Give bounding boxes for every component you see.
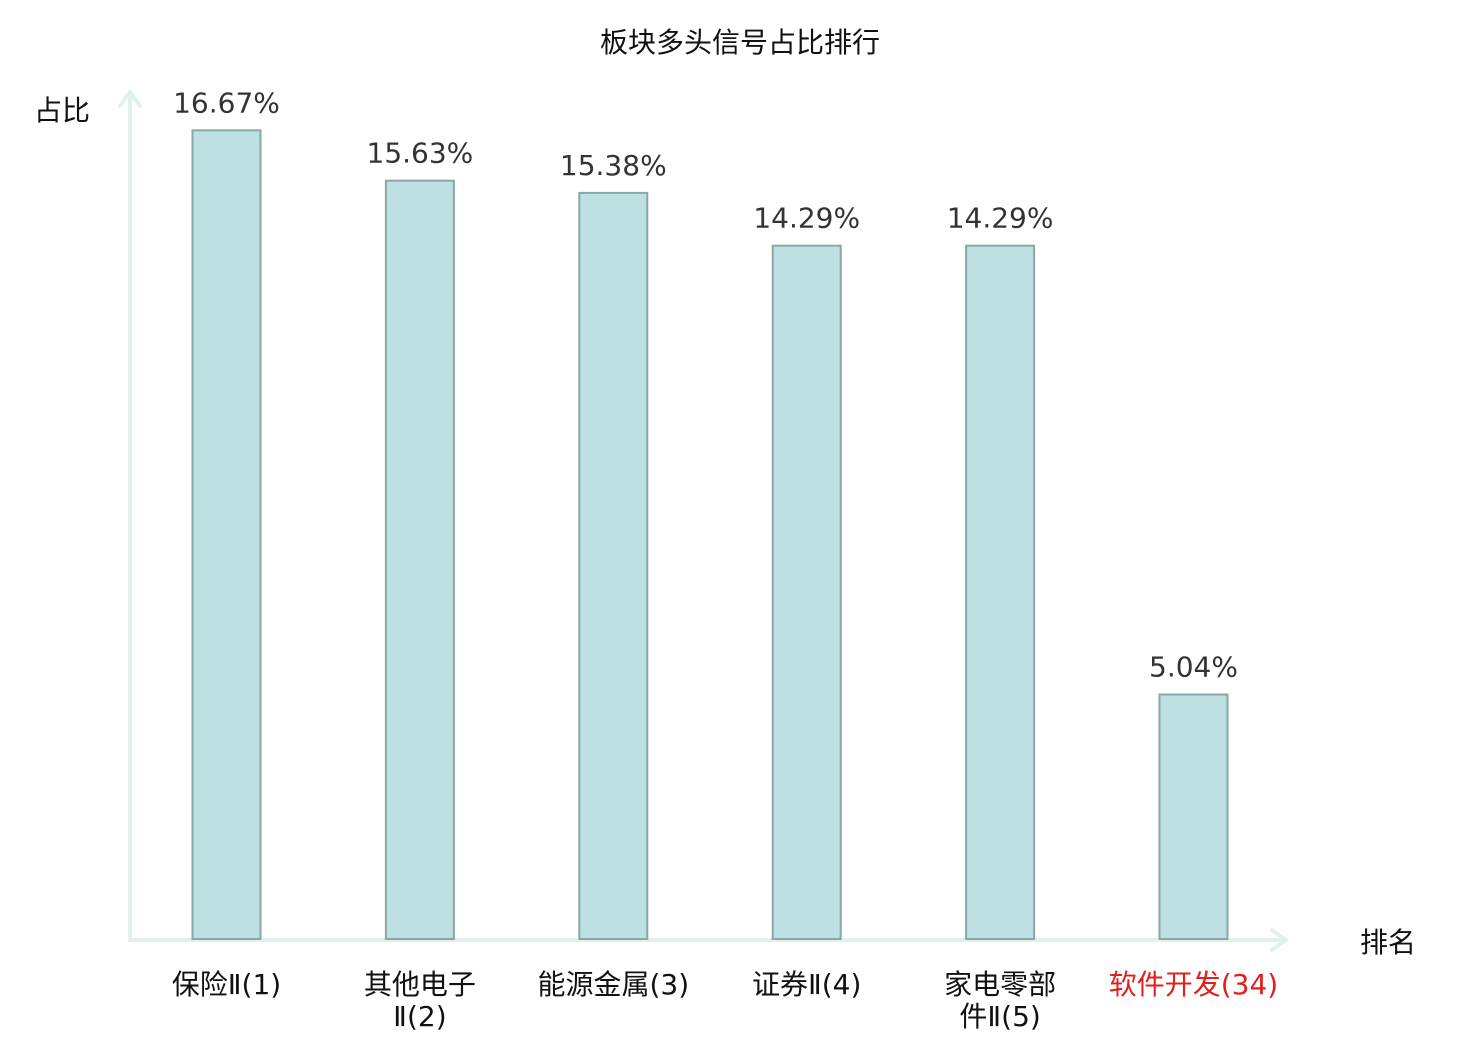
bar	[191, 129, 262, 941]
value-label: 15.38%	[560, 149, 667, 182]
bar	[384, 179, 455, 940]
category-label: 其他电子	[364, 968, 476, 1001]
x-axis-arrow	[1270, 928, 1288, 952]
bar	[578, 191, 649, 940]
category-label: 能源金属(3)	[537, 968, 689, 1001]
chart-title: 板块多头信号占比排行	[600, 26, 880, 59]
value-label: 14.29%	[753, 202, 860, 235]
value-label: 5.04%	[1149, 651, 1238, 684]
bars-group	[191, 129, 1229, 941]
category-label: 保险Ⅱ(1)	[172, 968, 281, 1001]
value-labels-group: 16.67% 15.63% 15.38% 14.29% 14.29% 5.04%	[173, 86, 1238, 683]
bar	[1158, 693, 1229, 940]
value-label: 14.29%	[947, 202, 1054, 235]
value-label: 16.67%	[173, 86, 280, 119]
y-axis-label: 占比	[34, 94, 90, 127]
y-axis-arrow	[118, 90, 142, 108]
category-label: 家电零部	[944, 968, 1056, 1001]
x-axis-label: 排名	[1360, 926, 1416, 959]
category-label: 件Ⅱ(5)	[959, 1000, 1040, 1033]
bar	[771, 244, 842, 940]
category-label: 证券Ⅱ(4)	[752, 968, 861, 1001]
axes	[118, 90, 1288, 952]
value-label: 15.63%	[367, 137, 474, 170]
category-label: 软件开发(34)	[1109, 968, 1278, 1001]
bar	[965, 244, 1036, 940]
category-label: Ⅱ(2)	[393, 1000, 446, 1033]
